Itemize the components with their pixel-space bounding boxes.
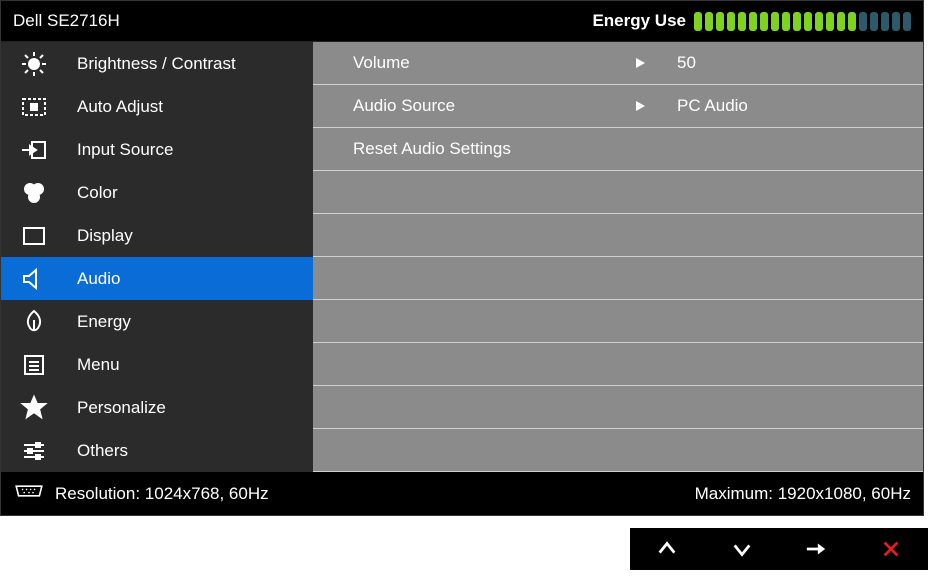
vga-port-icon [13,480,45,507]
empty-row [313,257,923,300]
empty-row [313,429,923,472]
sidebar-item-audio[interactable]: Audio [1,257,313,300]
empty-row [313,214,923,257]
empty-row [313,343,923,386]
sidebar-item-label: Audio [77,269,120,289]
energy-use: Energy Use [592,11,911,31]
color-icon [19,179,49,207]
setting-label: Reset Audio Settings [353,139,633,159]
empty-row [313,386,923,429]
sidebar-item-menu[interactable]: Menu [1,343,313,386]
osd-header: Dell SE2716H Energy Use [1,1,923,42]
energy-segment [859,12,867,31]
personalize-icon [19,394,49,422]
osd-body: Brightness / Contrast Auto Adjust Input So… [1,42,923,472]
sidebar-item-auto-adjust[interactable]: Auto Adjust [1,85,313,128]
energy-segment [771,12,779,31]
sidebar-item-display[interactable]: Display [1,214,313,257]
others-icon [19,437,49,465]
empty-row [313,171,923,214]
setting-label: Volume [353,53,633,73]
energy-segment [705,12,713,31]
sidebar-item-label: Input Source [77,140,173,160]
setting-row[interactable]: Audio Source PC Audio [313,85,923,128]
energy-segment [716,12,724,31]
energy-segment [749,12,757,31]
audio-icon [19,265,49,293]
energy-segment [826,12,834,31]
energy-segment [738,12,746,31]
sidebar-item-label: Color [77,183,118,203]
setting-row[interactable]: Reset Audio Settings [313,128,923,171]
energy-segment [892,12,900,31]
setting-value: PC Audio [657,96,748,116]
input-source-icon [19,136,49,164]
sidebar-item-label: Display [77,226,133,246]
sidebar-item-brightness[interactable]: Brightness / Contrast [1,42,313,85]
energy-segment [804,12,812,31]
sidebar-item-personalize[interactable]: Personalize [1,386,313,429]
sidebar-item-label: Auto Adjust [77,97,163,117]
settings-panel: Volume 50 Audio Source PC Audio Reset Audio … [313,42,923,472]
sidebar-item-label: Others [77,441,128,461]
empty-row [313,300,923,343]
sidebar-item-others[interactable]: Others [1,429,313,472]
sidebar-menu: Brightness / Contrast Auto Adjust Input So… [1,42,313,472]
maximum-value: 1920x1080, 60Hz [778,484,911,503]
sidebar-item-label: Energy [77,312,131,332]
resolution-value: 1024x768, 60Hz [145,484,269,503]
display-icon [19,222,49,250]
sidebar-item-color[interactable]: Color [1,171,313,214]
auto-adjust-icon [19,93,49,121]
setting-label: Audio Source [353,96,633,116]
enter-button[interactable] [779,528,854,570]
sidebar-item-label: Personalize [77,398,166,418]
sidebar-item-input-source[interactable]: Input Source [1,128,313,171]
osd-panel: Dell SE2716H Energy Use Brightness / Con… [0,0,924,516]
control-buttons [630,528,928,570]
play-arrow-icon [633,99,657,113]
osd-footer: Resolution: 1024x768, 60Hz Maximum: 1920… [1,472,923,515]
model-label: Dell SE2716H [13,11,120,31]
energy-bar [694,12,911,31]
energy-segment [903,12,911,31]
down-button[interactable] [705,528,780,570]
menu-icon [19,351,49,379]
energy-segment [760,12,768,31]
resolution-prefix: Resolution: [55,484,140,503]
energy-segment [881,12,889,31]
footer-maximum: Maximum: 1920x1080, 60Hz [695,484,911,504]
energy-segment [870,12,878,31]
energy-segment [694,12,702,31]
energy-icon [19,308,49,336]
footer-resolution: Resolution: 1024x768, 60Hz [13,480,269,507]
energy-segment [793,12,801,31]
up-button[interactable] [630,528,705,570]
sidebar-item-label: Menu [77,355,120,375]
energy-segment [815,12,823,31]
energy-segment [848,12,856,31]
energy-segment [782,12,790,31]
setting-value: 50 [657,53,696,73]
brightness-icon [19,50,49,78]
energy-segment [837,12,845,31]
play-arrow-icon [633,56,657,70]
energy-use-label: Energy Use [592,11,686,31]
close-button[interactable] [854,528,928,570]
maximum-prefix: Maximum: [695,484,773,503]
setting-row[interactable]: Volume 50 [313,42,923,85]
sidebar-item-label: Brightness / Contrast [77,54,236,74]
sidebar-item-energy[interactable]: Energy [1,300,313,343]
energy-segment [727,12,735,31]
